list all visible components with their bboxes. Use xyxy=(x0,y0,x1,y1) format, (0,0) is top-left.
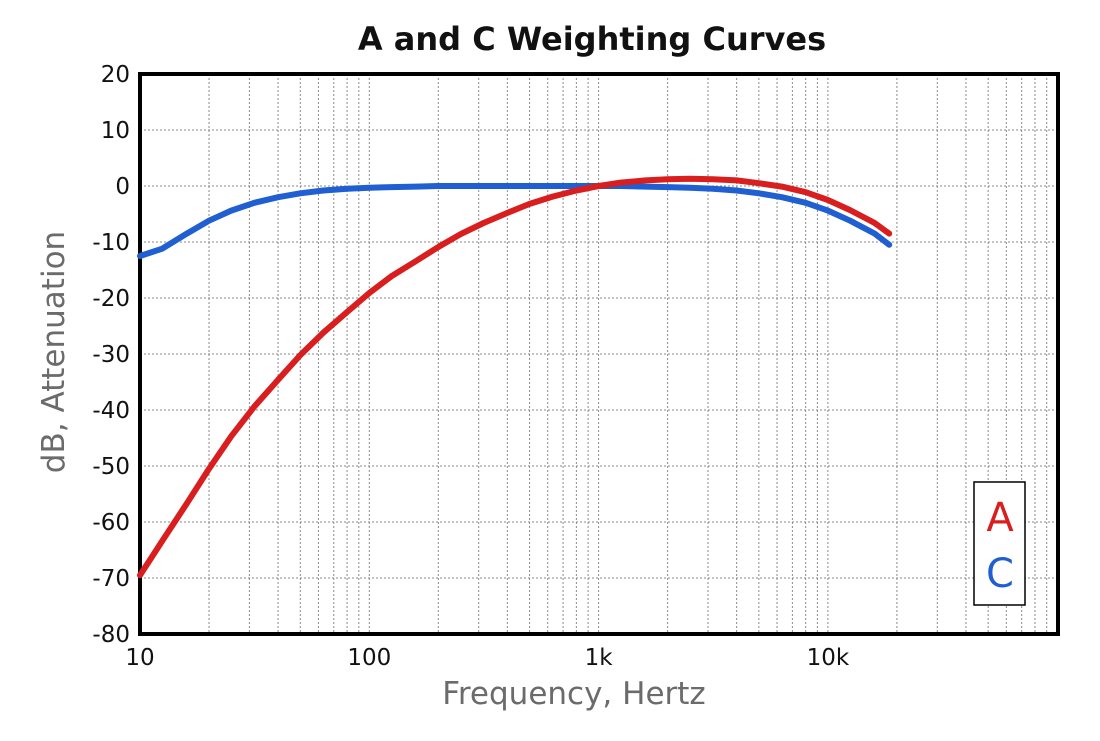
x-tick-label: 1k xyxy=(585,645,614,671)
y-tick-label: -60 xyxy=(92,510,130,536)
y-tick-label: -20 xyxy=(92,286,130,312)
y-tick-label: 10 xyxy=(101,118,130,144)
series-line-a xyxy=(137,175,893,579)
legend-box xyxy=(973,481,1026,606)
x-tick-label: 100 xyxy=(347,645,391,671)
y-tick-label: -10 xyxy=(92,230,130,256)
x-axis-label: Frequency, Hertz xyxy=(442,676,705,712)
legend-label-c: C xyxy=(986,551,1014,597)
y-tick-label: -80 xyxy=(92,622,130,648)
y-tick-label: -40 xyxy=(92,398,130,424)
x-tick-label: 10k xyxy=(807,645,850,671)
legend: A C xyxy=(973,481,1026,606)
grid-lines xyxy=(140,74,1058,634)
y-tick-label: -50 xyxy=(92,454,130,480)
chart-title: A and C Weighting Curves xyxy=(358,20,826,58)
y-tick-label: -30 xyxy=(92,342,130,368)
plot-frame xyxy=(138,72,1060,636)
legend-label-a: A xyxy=(986,495,1014,541)
x-tick-label: 10 xyxy=(125,645,154,671)
series-line-c xyxy=(137,183,893,259)
y-tick-label: 0 xyxy=(115,174,130,200)
x-tick-labels: 10 100 1k 10k xyxy=(125,645,850,671)
y-tick-label: -70 xyxy=(92,566,130,592)
y-axis-label: dB, Attenuation xyxy=(36,231,72,473)
series-layer xyxy=(137,175,893,579)
y-tick-label: 20 xyxy=(101,62,130,88)
y-tick-labels: 20 10 0 -10 -20 -30 -40 -50 -60 -70 -80 xyxy=(92,62,130,648)
